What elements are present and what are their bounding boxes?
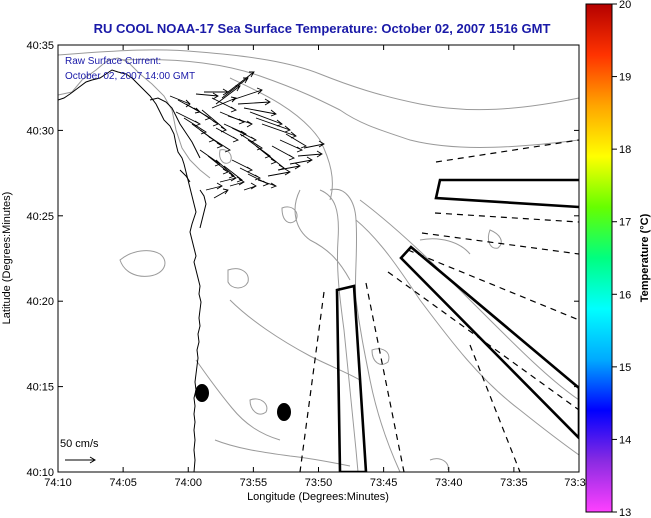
colorbar-tick-label: 19 (619, 72, 631, 84)
scale-label: 50 cm/s (60, 438, 99, 450)
colorbar-label: Temperature (°C) (639, 213, 651, 302)
region-diagonal-band (399, 245, 579, 440)
x-tick-label: 73:3 (564, 477, 585, 489)
colorbar (585, 3, 613, 513)
station-marker-2 (277, 403, 291, 421)
colorbar-tick-label: 14 (619, 434, 631, 446)
x-tick-label: 73:45 (370, 477, 398, 489)
region-narrow-strip (335, 284, 368, 472)
coastline (58, 69, 207, 472)
x-tick-label: 74:05 (109, 477, 137, 489)
x-tick-label: 73:50 (305, 477, 333, 489)
y-tick-label: 40:30 (26, 125, 54, 137)
x-tick-label: 74:10 (44, 477, 72, 489)
surface-current-vectors (169, 71, 325, 199)
figure-title: RU COOL NOAA-17 Sea Surface Temperature:… (94, 21, 551, 36)
current-overlay-line2: October 02, 2007 14:00 GMT (65, 71, 195, 82)
colorbar-tick-label: 17 (619, 217, 631, 229)
colorbar-tick-label: 20 (619, 0, 631, 11)
scale-arrow (65, 456, 96, 464)
plot-area: Raw Surface Current: October 02, 2007 14… (58, 45, 579, 472)
y-axis-ticks: 40:35 40:30 40:25 40:20 40:15 40:10 (26, 40, 579, 479)
y-tick-label: 40:35 (26, 40, 54, 52)
bathymetry-contours (58, 49, 579, 472)
colorbar-tick-label: 15 (619, 362, 631, 374)
y-tick-label: 40:15 (26, 382, 54, 394)
outlined-regions (335, 178, 579, 472)
dashed-boundaries (299, 139, 579, 472)
y-tick-label: 40:20 (26, 296, 54, 308)
x-tick-label: 74:00 (174, 477, 202, 489)
current-overlay-line1: Raw Surface Current: (65, 56, 161, 67)
region-north-box (434, 178, 579, 209)
station-marker-1 (195, 384, 209, 402)
y-axis-label: Latitude (Degrees:Minutes) (1, 192, 13, 325)
x-tick-label: 73:55 (240, 477, 268, 489)
colorbar-ticks: 20 19 18 17 16 15 14 13 (612, 0, 631, 518)
x-tick-label: 73:40 (435, 477, 463, 489)
y-tick-label: 40:25 (26, 211, 54, 223)
y-tick-label: 40:10 (26, 467, 54, 479)
colorbar-tick-label: 18 (619, 144, 631, 156)
x-tick-label: 73:35 (500, 477, 528, 489)
colorbar-tick-label: 16 (619, 289, 631, 301)
x-axis-label: Longitude (Degrees:Minutes) (247, 491, 389, 503)
colorbar-tick-label: 13 (619, 507, 631, 518)
x-axis-ticks: 74:10 74:05 74:00 73:55 73:50 73:45 73:40 73:35… (44, 45, 586, 489)
